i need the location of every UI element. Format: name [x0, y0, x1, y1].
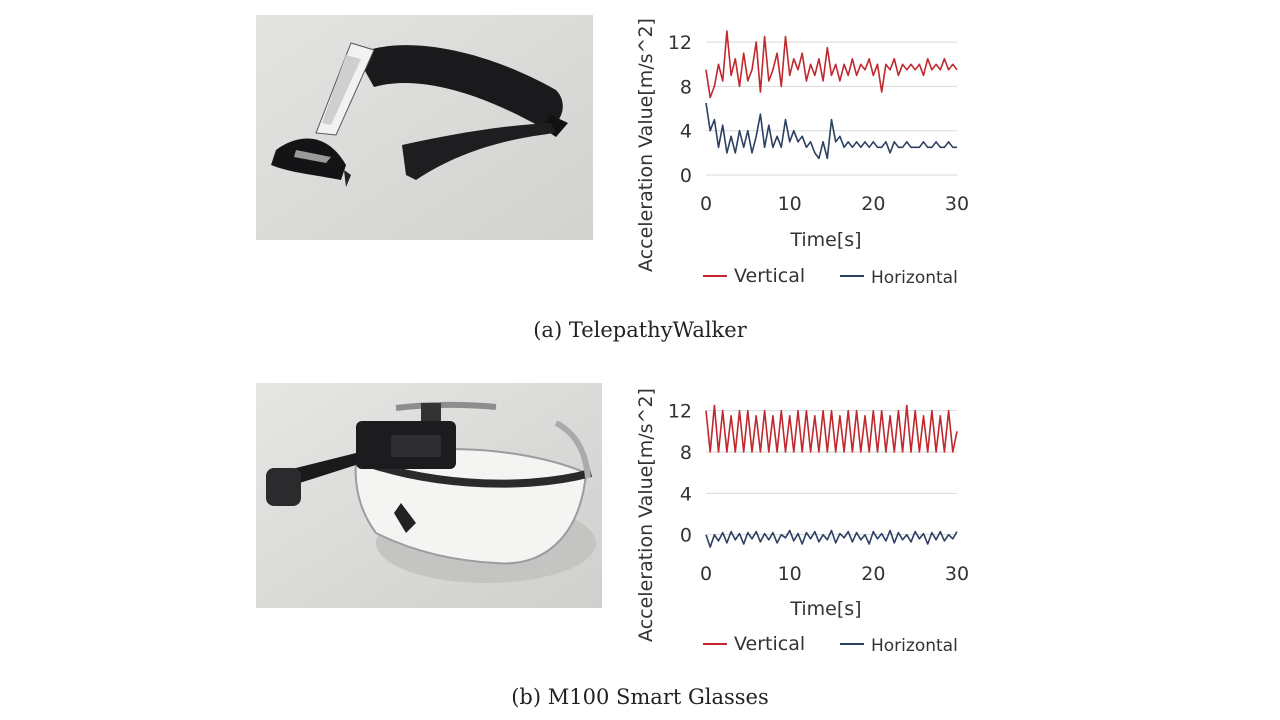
photo-m100-smart-glasses: [256, 383, 602, 608]
legend-label-vertical: Vertical: [734, 265, 805, 287]
legend-label-vertical: Vertical: [734, 633, 805, 655]
series-line-vertical: [706, 406, 957, 453]
chart-svg-a: 0 4 8 12 0 10 20 30 Acceleration Value[m/s^2] T…: [630, 0, 980, 300]
x-tick-label: 20: [861, 563, 885, 585]
series-line-vertical: [706, 31, 957, 97]
x-tick-label: 0: [700, 563, 712, 585]
y-tick-label: 8: [680, 442, 692, 464]
series-line-horizontal: [706, 531, 957, 548]
y-tick-label: 0: [680, 525, 692, 547]
chart-svg-b: 0 4 8 12 0 10 20 30 Acceleration Value[m/s^2] T…: [630, 370, 980, 670]
caption-m100-smart-glasses: (b) M100 Smart Glasses: [0, 685, 1280, 709]
y-tick-label: 4: [680, 121, 692, 143]
x-tick-label: 30: [945, 563, 969, 585]
x-tick-label: 0: [700, 193, 712, 215]
caption-telepathywalker: (a) TelepathyWalker: [0, 318, 1280, 342]
x-tick-label: 10: [778, 563, 802, 585]
m100-smart-glasses-image: [256, 383, 602, 608]
telepathywalker-device-image: [256, 15, 593, 240]
y-axis-label: Acceleration Value[m/s^2]: [635, 388, 657, 642]
y-tick-label: 12: [668, 32, 692, 54]
x-tick-label: 10: [778, 193, 802, 215]
legend: Vertical Horizontal: [703, 265, 958, 288]
y-tick-label: 4: [680, 483, 692, 505]
acceleration-chart-a: 0 4 8 12 0 10 20 30 Acceleration Value[m/s^2] T…: [630, 0, 980, 300]
legend: Vertical Horizontal: [703, 633, 958, 656]
legend-label-horizontal: Horizontal: [871, 268, 958, 288]
y-tick-label: 8: [680, 76, 692, 98]
x-tick-label: 20: [861, 193, 885, 215]
y-tick-label: 12: [668, 401, 692, 423]
legend-label-horizontal: Horizontal: [871, 636, 958, 656]
x-axis-label: Time[s]: [789, 229, 861, 251]
acceleration-chart-b: 0 4 8 12 0 10 20 30 Acceleration Value[m/s^2] T…: [630, 370, 980, 670]
photo-telepathywalker: [256, 15, 593, 240]
x-tick-label: 30: [945, 193, 969, 215]
x-axis-label: Time[s]: [789, 598, 861, 620]
y-tick-label: 0: [680, 165, 692, 187]
y-axis-label: Acceleration Value[m/s^2]: [635, 18, 657, 272]
